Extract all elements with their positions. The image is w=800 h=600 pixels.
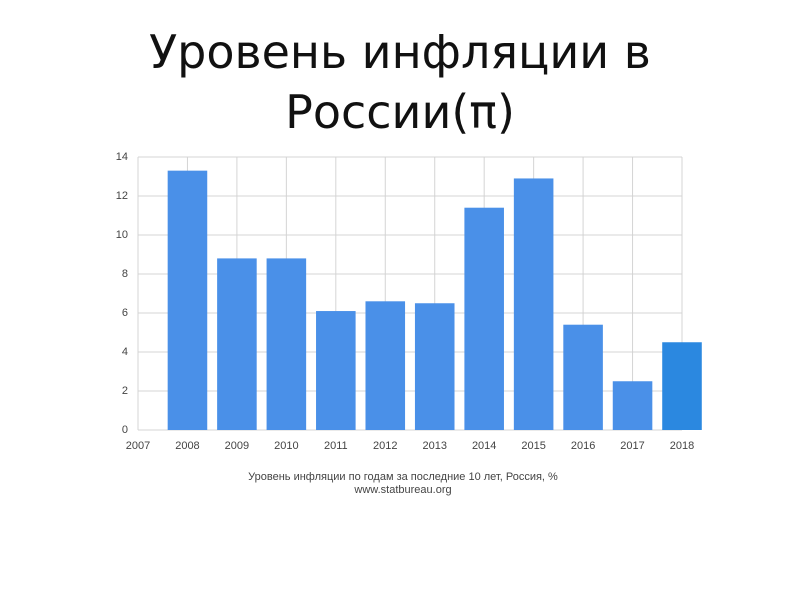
x-tick-label: 2013 [422,440,446,452]
bar [464,207,504,430]
y-tick-label: 0 [122,424,128,436]
x-tick-label: 2012 [373,440,397,452]
y-tick-label: 10 [116,229,128,241]
bar [612,381,653,430]
bar [365,301,406,430]
chart-caption: Уровень инфляции по годам за последние 1… [248,471,558,483]
bar [563,324,603,430]
y-tick-label: 14 [116,151,128,163]
bar [662,342,702,430]
x-tick-label: 2011 [324,440,348,452]
x-tick-label: 2008 [175,440,199,452]
bar [316,311,356,430]
y-tick-label: 4 [122,346,128,358]
y-tick-label: 12 [116,190,128,202]
bar [414,303,455,430]
x-tick-label: 2017 [620,440,644,452]
x-tick-label: 2009 [225,440,249,452]
y-tick-label: 2 [122,385,128,397]
chart-title: Уровень инфляции в России(π) [149,25,651,139]
x-tick-label: 2018 [670,440,694,452]
x-tick-label: 2010 [274,440,298,452]
bar [167,170,208,430]
bar [513,178,554,430]
chart-source: www.statbureau.org [353,484,451,496]
y-tick-label: 8 [122,268,128,280]
bar [217,258,257,430]
x-tick-label: 2015 [521,440,545,452]
x-tick-label: 2016 [571,440,595,452]
y-tick-label: 6 [122,307,128,319]
x-tick-label: 2014 [472,440,496,452]
x-tick-label: 2007 [126,440,150,452]
bar [266,258,307,430]
